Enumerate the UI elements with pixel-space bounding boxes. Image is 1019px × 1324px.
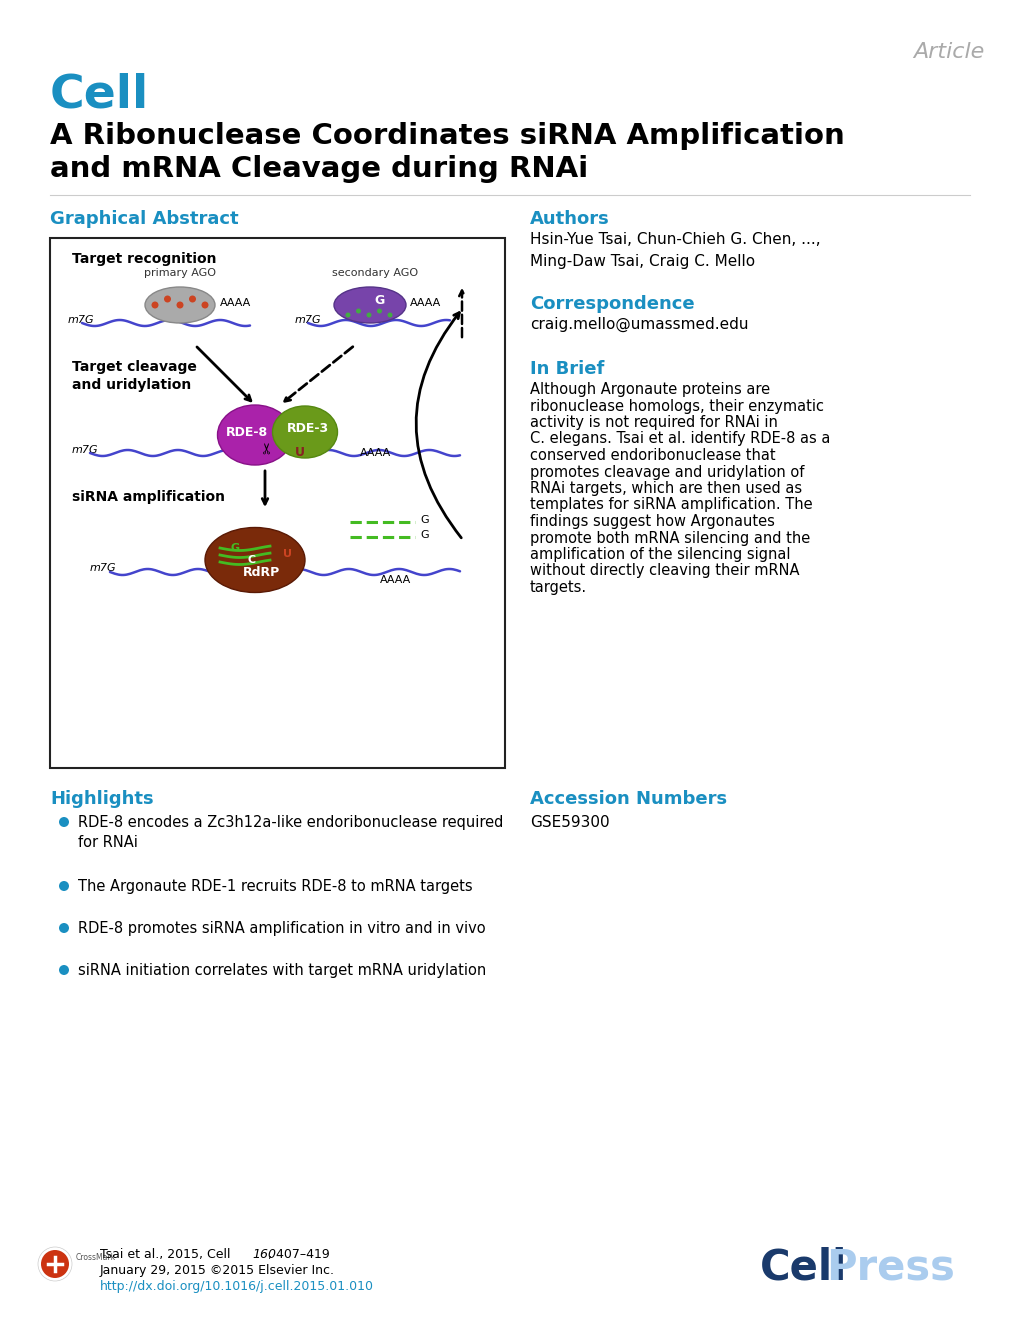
Text: craig.mello@umassmed.edu: craig.mello@umassmed.edu	[530, 316, 748, 332]
Text: templates for siRNA amplification. The: templates for siRNA amplification. The	[530, 498, 812, 512]
Text: GSE59300: GSE59300	[530, 816, 609, 830]
Text: 160: 160	[252, 1249, 276, 1260]
Text: Authors: Authors	[530, 211, 609, 228]
Text: RDE-8 encodes a Zc3h12a-like endoribonuclease required
for RNAi: RDE-8 encodes a Zc3h12a-like endoribonuc…	[77, 816, 503, 850]
Text: Highlights: Highlights	[50, 790, 154, 808]
Text: siRNA initiation correlates with target mRNA uridylation: siRNA initiation correlates with target …	[77, 963, 486, 978]
Text: m7G: m7G	[294, 315, 321, 324]
Bar	[50, 238, 504, 768]
Text: without directly cleaving their mRNA: without directly cleaving their mRNA	[530, 564, 799, 579]
Text: RNAi targets, which are then used as: RNAi targets, which are then used as	[530, 481, 801, 496]
Text: , 407–419: , 407–419	[268, 1249, 329, 1260]
Text: promotes cleavage and uridylation of: promotes cleavage and uridylation of	[530, 465, 804, 479]
Text: AAAA: AAAA	[360, 448, 391, 458]
Text: G: G	[230, 543, 239, 553]
Text: G: G	[375, 294, 385, 306]
Text: siRNA amplification: siRNA amplification	[72, 490, 225, 504]
Text: The Argonaute RDE-1 recruits RDE-8 to mRNA targets: The Argonaute RDE-1 recruits RDE-8 to mR…	[77, 879, 472, 894]
Text: AAAA: AAAA	[220, 298, 251, 308]
Text: Target cleavage
and uridylation: Target cleavage and uridylation	[72, 360, 197, 392]
Text: U: U	[294, 445, 305, 458]
Text: C. elegans. Tsai et al. identify RDE-8 as a: C. elegans. Tsai et al. identify RDE-8 a…	[530, 432, 829, 446]
Text: targets.: targets.	[530, 580, 587, 594]
Circle shape	[366, 312, 371, 318]
Text: findings suggest how Argonautes: findings suggest how Argonautes	[530, 514, 774, 530]
Text: m7G: m7G	[72, 445, 99, 455]
Text: Cell: Cell	[759, 1247, 847, 1290]
Text: Hsin-Yue Tsai, Chun-Chieh G. Chen, ...,
Ming-Daw Tsai, Craig C. Mello: Hsin-Yue Tsai, Chun-Chieh G. Chen, ..., …	[530, 232, 820, 269]
Text: m7G: m7G	[68, 315, 95, 324]
Ellipse shape	[333, 287, 406, 323]
Ellipse shape	[272, 406, 337, 458]
Text: Accession Numbers: Accession Numbers	[530, 790, 727, 808]
Text: primary AGO: primary AGO	[144, 267, 216, 278]
Text: Cell: Cell	[50, 71, 149, 117]
Text: G: G	[420, 515, 428, 526]
Text: http://dx.doi.org/10.1016/j.cell.2015.01.010: http://dx.doi.org/10.1016/j.cell.2015.01…	[100, 1280, 374, 1294]
Circle shape	[59, 817, 69, 828]
Text: C: C	[248, 555, 256, 565]
Text: ✂: ✂	[260, 442, 275, 454]
Circle shape	[59, 880, 69, 891]
Ellipse shape	[145, 287, 215, 323]
Circle shape	[345, 312, 351, 318]
Text: Correspondence: Correspondence	[530, 295, 694, 312]
Text: AAAA: AAAA	[410, 298, 441, 308]
Text: secondary AGO: secondary AGO	[331, 267, 418, 278]
Circle shape	[387, 312, 392, 318]
Ellipse shape	[205, 527, 305, 593]
Circle shape	[38, 1247, 72, 1282]
Text: U: U	[283, 549, 292, 559]
Text: RDE-3: RDE-3	[286, 422, 329, 436]
Text: In Brief: In Brief	[530, 360, 604, 377]
Circle shape	[189, 295, 196, 302]
Circle shape	[176, 302, 183, 308]
Circle shape	[152, 302, 158, 308]
Circle shape	[377, 308, 382, 314]
Text: Graphical Abstract: Graphical Abstract	[50, 211, 238, 228]
Text: Press: Press	[825, 1247, 954, 1290]
Text: promote both mRNA silencing and the: promote both mRNA silencing and the	[530, 531, 809, 545]
Text: and mRNA Cleavage during RNAi: and mRNA Cleavage during RNAi	[50, 155, 588, 183]
Circle shape	[164, 295, 171, 302]
Text: Tsai et al., 2015, Cell: Tsai et al., 2015, Cell	[100, 1249, 234, 1260]
Text: G: G	[420, 530, 428, 540]
Text: ribonuclease homologs, their enzymatic: ribonuclease homologs, their enzymatic	[530, 399, 823, 413]
Text: Target recognition: Target recognition	[72, 252, 216, 266]
Text: AAAA: AAAA	[380, 575, 411, 585]
Text: conserved endoribonuclease that: conserved endoribonuclease that	[530, 448, 774, 463]
Text: Article: Article	[913, 42, 984, 62]
Text: RDE-8: RDE-8	[226, 425, 268, 438]
Text: amplification of the silencing signal: amplification of the silencing signal	[530, 547, 790, 561]
Text: RdRP: RdRP	[244, 565, 280, 579]
Text: RDE-8 promotes siRNA amplification in vitro and in vivo: RDE-8 promotes siRNA amplification in vi…	[77, 922, 485, 936]
Ellipse shape	[217, 405, 292, 465]
Text: A Ribonuclease Coordinates siRNA Amplification: A Ribonuclease Coordinates siRNA Amplifi…	[50, 122, 844, 150]
Text: January 29, 2015 ©2015 Elsevier Inc.: January 29, 2015 ©2015 Elsevier Inc.	[100, 1264, 334, 1278]
Circle shape	[356, 308, 361, 314]
Circle shape	[202, 302, 208, 308]
Circle shape	[41, 1250, 69, 1278]
Text: m7G: m7G	[90, 563, 116, 573]
Circle shape	[59, 923, 69, 933]
Text: CrossMark: CrossMark	[76, 1253, 116, 1262]
Text: activity is not required for RNAi in: activity is not required for RNAi in	[530, 414, 777, 430]
Circle shape	[59, 965, 69, 974]
Text: Although Argonaute proteins are: Although Argonaute proteins are	[530, 383, 769, 397]
